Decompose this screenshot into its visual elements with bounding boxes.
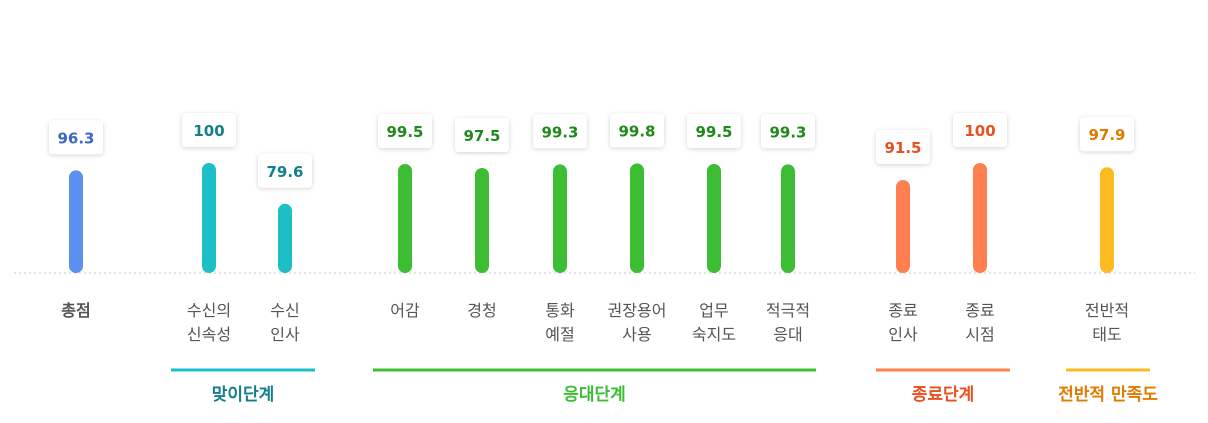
value-label-text: 100 (964, 122, 995, 140)
value-label: 79.6 (258, 153, 312, 188)
value-label-text: 99.5 (386, 123, 423, 141)
bar (1100, 167, 1114, 273)
category-label: 적극적 응대 (766, 301, 810, 344)
bar (781, 164, 795, 273)
category-label: 업무 숙지도 (692, 301, 736, 344)
value-label-box (49, 120, 103, 155)
group-label: 응대단계 (563, 385, 626, 405)
bar (896, 180, 910, 273)
value-label-box (953, 113, 1007, 147)
value-label: 100 (953, 113, 1007, 147)
category-label: 총점 (61, 301, 90, 320)
value-label-box (876, 130, 930, 164)
value-label-text: 100 (193, 122, 224, 140)
group-bracket: 응대단계 (373, 368, 816, 405)
value-label-box (258, 153, 312, 188)
value-label: 99.3 (761, 114, 815, 149)
value-label-text: 79.6 (266, 163, 303, 181)
bar (398, 164, 412, 273)
value-label: 99.3 (533, 114, 587, 149)
group-bracket: 종료단계 (876, 368, 1010, 405)
bar (973, 163, 987, 273)
value-label: 100 (182, 113, 236, 147)
bar (553, 164, 567, 273)
category-label: 수신의 신속성 (187, 301, 231, 344)
group-label: 종료단계 (912, 385, 975, 405)
group-label: 전반적 만족도 (1058, 385, 1158, 405)
value-label-box (182, 113, 236, 147)
group-bracket: 맞이단계 (171, 368, 315, 405)
category-label: 종료 인사 (888, 301, 918, 344)
value-label-text: 96.3 (57, 129, 94, 147)
value-label: 96.3 (49, 120, 103, 155)
value-label-box (687, 114, 741, 148)
category-label: 수신 인사 (270, 301, 300, 344)
value-label-box (455, 118, 509, 152)
category-label: 어감 (390, 301, 420, 320)
value-label-box (1080, 117, 1134, 152)
value-label: 91.5 (876, 130, 930, 164)
value-label: 99.5 (687, 114, 741, 148)
value-label-text: 99.3 (769, 123, 806, 141)
value-label: 99.8 (610, 113, 664, 148)
bar (707, 164, 721, 273)
value-label-box (610, 113, 664, 148)
category-label: 전반적 태도 (1085, 301, 1129, 344)
value-label: 97.9 (1080, 117, 1134, 152)
bar (69, 170, 83, 273)
value-label-text: 97.5 (463, 127, 500, 145)
category-label: 경청 (467, 301, 496, 320)
value-label-box (761, 114, 815, 149)
value-label-box (378, 114, 432, 148)
value-label: 99.5 (378, 114, 432, 148)
value-label-text: 99.3 (541, 123, 578, 141)
value-label-text: 99.5 (695, 123, 732, 141)
bar (202, 163, 216, 273)
category-label: 권장용어 사용 (608, 301, 667, 344)
bar (630, 163, 644, 273)
category-label: 통화 예절 (545, 301, 575, 344)
value-label-text: 97.9 (1088, 126, 1125, 144)
value-label: 97.5 (455, 118, 509, 152)
bar (278, 203, 292, 273)
group-bracket: 전반적 만족도 (1058, 368, 1158, 405)
bar (475, 168, 489, 273)
group-label: 맞이단계 (212, 385, 275, 405)
value-label-text: 91.5 (884, 139, 921, 157)
value-label-text: 99.8 (618, 122, 655, 140)
category-label: 종료 시점 (965, 301, 994, 344)
value-label-box (533, 114, 587, 149)
